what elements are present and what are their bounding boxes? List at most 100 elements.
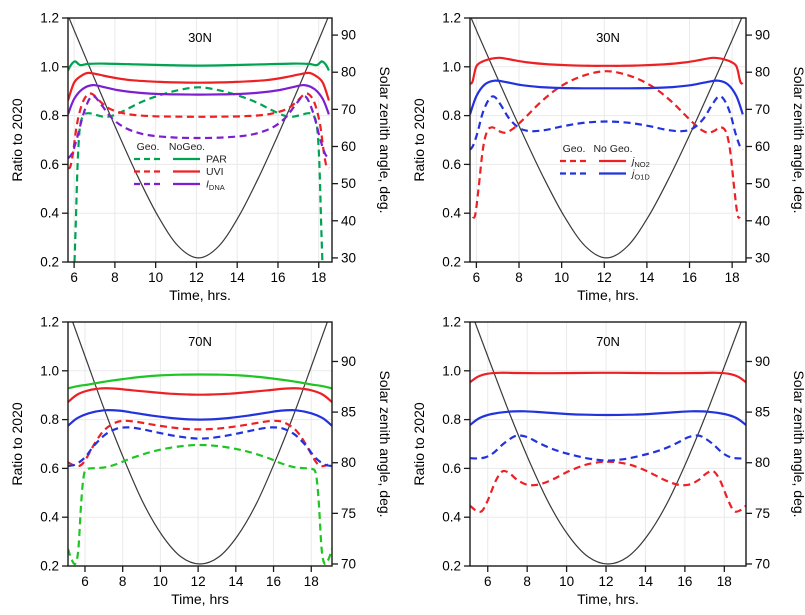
x-tick-label: 8	[523, 574, 531, 589]
series-par-geo	[68, 443, 332, 566]
y2-tick-label: 50	[341, 176, 356, 191]
y2-tick-label: 60	[341, 139, 356, 154]
series-par-geo	[73, 86, 324, 262]
series-idna-geo	[68, 95, 330, 160]
x-tick-label: 10	[153, 574, 168, 589]
y2-tick-label: 85	[755, 405, 770, 420]
x-tick-label: 12	[191, 574, 206, 589]
y-tick-label: 1.0	[442, 59, 461, 74]
series-par-nogeo	[68, 373, 332, 390]
y-tick-label: 0.6	[442, 461, 461, 476]
y2-tick-label: 80	[341, 65, 356, 80]
x-tick-label: 10	[148, 270, 163, 285]
y2-axis-label: Solar zenith angle, deg.	[791, 66, 805, 213]
panel-title: 30N	[188, 30, 212, 45]
y-axis-label: Ratio to 2020	[9, 98, 25, 181]
x-tick-label: 6	[473, 270, 481, 285]
y2-tick-label: 70	[341, 556, 356, 571]
series-jno2-geo	[470, 460, 746, 513]
y-axis-label: Ratio to 2020	[411, 98, 427, 181]
x-axis-label: Time, hrs	[171, 591, 229, 607]
panel-title: 30N	[596, 30, 620, 45]
x-tick-label: 16	[266, 574, 281, 589]
x-tick-label: 8	[515, 270, 523, 285]
x-tick-label: 18	[304, 574, 319, 589]
y-tick-label: 0.2	[442, 559, 461, 574]
y2-tick-label: 75	[755, 506, 770, 521]
x-tick-label: 14	[638, 574, 654, 589]
y-tick-label: 1.2	[40, 11, 59, 26]
plot-frame	[469, 17, 747, 263]
legend-item-label: PAR	[206, 154, 227, 166]
plot-frame	[469, 321, 747, 567]
y-tick-label: 1.0	[40, 363, 59, 378]
legend-item-label: IDNA	[206, 179, 225, 193]
y-tick-label: 0.4	[40, 206, 59, 221]
panel-3-70n: 0.2 0.4 0.6 0.8 1.0 1.2 70 75 80 85 90 6 8 10 12 14 16 18…	[411, 315, 805, 608]
y-tick-label: 0.2	[40, 559, 59, 574]
y-tick-label: 1.0	[442, 363, 461, 378]
panel-0-30n: 0.2 0.4 0.6 0.8 1.0 1.2 30 40 50 60 70 80 90 6 8 10 12 14…	[9, 11, 393, 304]
legend-item-label: jNO2	[630, 156, 650, 170]
panel-title: 70N	[188, 334, 212, 349]
series-jno2-nogeo	[470, 56, 744, 85]
series-par-nogeo	[68, 60, 330, 71]
y-tick-label: 0.6	[40, 157, 59, 172]
plot-frame	[67, 17, 333, 263]
series-solar-zenith-angle	[474, 322, 742, 565]
x-tick-label: 10	[559, 574, 574, 589]
series-solar-zenith-angle	[68, 18, 329, 259]
y2-tick-label: 80	[755, 65, 770, 80]
y2-axis-label: Solar zenith angle, deg.	[791, 370, 805, 517]
y-tick-label: 0.4	[442, 206, 461, 221]
y-tick-label: 0.8	[442, 108, 461, 123]
y2-tick-label: 90	[755, 28, 770, 43]
legend-item-label: UVI	[206, 166, 224, 178]
y-tick-label: 0.8	[40, 412, 59, 427]
x-tick-label: 14	[228, 574, 244, 589]
y2-tick-label: 70	[341, 102, 356, 117]
x-tick-label: 16	[682, 270, 697, 285]
series-uvi-geo	[68, 92, 330, 170]
x-tick-label: 6	[81, 574, 89, 589]
series-jo1d-geo	[470, 434, 746, 462]
panel-1-30n: 0.2 0.4 0.6 0.8 1.0 1.2 30 40 50 60 70 80 90 6 8 10 12 14…	[411, 11, 805, 304]
y2-tick-label: 40	[341, 213, 356, 228]
panel-2-70n: 0.2 0.4 0.6 0.8 1.0 1.2 70 75 80 85 90 6 8 10 12 14 16 18…	[9, 315, 393, 608]
y-tick-label: 0.4	[40, 510, 59, 525]
y2-tick-label: 90	[341, 354, 356, 369]
y2-tick-label: 40	[755, 213, 770, 228]
y-tick-label: 0.8	[40, 108, 59, 123]
y-axis-label: Ratio to 2020	[411, 402, 427, 485]
legend-header-geo: Geo.	[137, 141, 160, 153]
y2-tick-label: 85	[341, 405, 356, 420]
x-tick-label: 6	[484, 574, 492, 589]
x-tick-label: 18	[717, 574, 732, 589]
x-tick-label: 12	[597, 270, 612, 285]
y-tick-label: 0.4	[442, 510, 461, 525]
y2-tick-label: 30	[755, 250, 770, 265]
x-axis-label: Time, hrs.	[577, 591, 639, 607]
x-tick-label: 18	[311, 270, 326, 285]
x-tick-label: 10	[554, 270, 569, 285]
x-tick-label: 18	[725, 270, 740, 285]
x-tick-label: 8	[111, 270, 119, 285]
y-tick-label: 0.6	[40, 461, 59, 476]
series-jo1d-geo	[470, 95, 744, 151]
y-tick-label: 0.8	[442, 412, 461, 427]
y-tick-label: 0.6	[442, 157, 461, 172]
x-tick-label: 6	[70, 270, 78, 285]
series-uvi-nogeo	[68, 71, 330, 101]
panel-title: 70N	[596, 334, 620, 349]
x-tick-label: 14	[230, 270, 246, 285]
y-tick-label: 0.2	[442, 255, 461, 270]
y2-tick-label: 80	[341, 455, 356, 470]
x-tick-label: 14	[639, 270, 655, 285]
series-jo1d-nogeo	[470, 410, 746, 426]
series-uvi-nogeo	[68, 387, 332, 403]
x-axis-label: Time, hrs.	[577, 287, 639, 303]
series-idna-nogeo	[68, 409, 332, 427]
x-tick-label: 12	[189, 270, 204, 285]
y-tick-label: 0.2	[40, 255, 59, 270]
legend-header-nogeo: No Geo.	[593, 143, 632, 155]
